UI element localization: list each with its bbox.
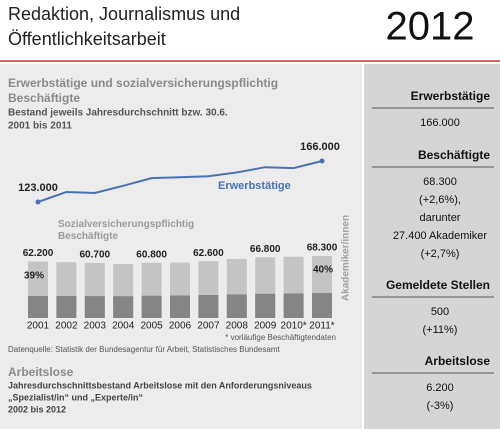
header-title: Redaktion, Journalismus und xyxy=(8,4,240,24)
line-point xyxy=(319,158,325,164)
bar xyxy=(283,293,304,318)
sidebar-heading: Erwerbstätige xyxy=(411,89,491,103)
chart-subtitle: 2001 bis 2011 xyxy=(8,121,72,132)
section-text: 2002 bis 2012 xyxy=(8,404,66,414)
x-tick-label: 2003 xyxy=(84,321,107,332)
x-tick-label: 2010* xyxy=(281,321,307,332)
section-text: „Spezialist/in“ und „Experte/in“ xyxy=(8,392,143,402)
bar xyxy=(170,295,190,318)
legend-label: Erwerbstätige xyxy=(218,180,291,192)
legend-label: Sozialversicherungspflichtig Beschäftigt… xyxy=(58,219,195,242)
value-label: 123.000 xyxy=(18,182,58,194)
sidebar-value: 6.200 xyxy=(426,382,454,394)
line-series xyxy=(37,160,323,203)
x-tick-label: 2004 xyxy=(112,321,135,332)
bar xyxy=(56,296,77,318)
value-label: 68.300 xyxy=(307,243,338,254)
annotation: 39% xyxy=(24,271,44,282)
sidebar-value: 500 xyxy=(431,306,449,318)
bar xyxy=(226,294,247,318)
x-tick-label: 2009 xyxy=(254,321,277,332)
annotation: 40% xyxy=(313,265,333,276)
sidebar-value: 27.400 Akademiker xyxy=(393,230,488,242)
x-tick-label: 2005 xyxy=(140,321,163,332)
section-title: Arbeitslose xyxy=(8,365,74,379)
section-text: Jahresdurchschnittsbestand Arbeitslose m… xyxy=(8,380,312,390)
sidebar-heading: Gemeldete Stellen xyxy=(386,278,490,292)
sidebar-value: 166.000 xyxy=(420,117,460,129)
left-panel xyxy=(0,64,362,429)
x-tick-label: 2011* xyxy=(309,321,335,332)
bar xyxy=(84,296,105,318)
value-label: 66.800 xyxy=(250,244,281,255)
chart-title: Erwerbstätige und sozialversicherungspfl… xyxy=(8,76,278,90)
value-label: 62.600 xyxy=(193,248,224,259)
x-tick-label: 2001 xyxy=(27,321,50,332)
sidebar-value: darunter xyxy=(420,212,461,224)
chart-subtitle: Bestand jeweils Jahresdurchschnitt bzw. … xyxy=(8,108,228,119)
line-point xyxy=(35,199,41,205)
footnote: * vorläufige Beschäftigtendaten xyxy=(225,333,336,342)
legend-label: Sozialversicherungspflichtig Beschäftigt… xyxy=(58,219,195,242)
source: Datenquelle: Statistik der Bundesagentur… xyxy=(8,345,280,354)
sidebar-heading: Arbeitslose xyxy=(425,354,491,368)
sidebar-value: 68.300 xyxy=(423,176,457,188)
value-label: 60.700 xyxy=(80,250,111,261)
x-tick-label: 2006 xyxy=(169,321,192,332)
value-label: 60.800 xyxy=(136,249,167,260)
bar xyxy=(141,295,162,318)
value-label: 166.000 xyxy=(300,141,340,153)
header-title: Öffentlichkeitsarbeit xyxy=(8,29,166,49)
sidebar-heading: Beschäftigte xyxy=(418,148,490,162)
x-tick-label: 2007 xyxy=(197,321,220,332)
sidebar-value: (-3%) xyxy=(427,400,454,412)
x-tick-label: 2008 xyxy=(226,321,249,332)
bar xyxy=(28,295,48,318)
chart-title: Beschäftigte xyxy=(8,91,80,105)
right-panel xyxy=(364,64,500,429)
bar xyxy=(312,293,332,318)
bar xyxy=(255,293,276,318)
header-year: 2012 xyxy=(386,5,475,49)
bar xyxy=(198,295,219,318)
legend-label: Akademiker/innen xyxy=(341,215,352,301)
bar xyxy=(113,296,134,318)
sidebar-value: (+2,6%), xyxy=(419,194,461,206)
sidebar-value: (+11%) xyxy=(423,324,458,336)
value-label: 62.200 xyxy=(23,248,54,259)
x-tick-label: 2002 xyxy=(55,321,78,332)
sidebar-value: (+2,7%) xyxy=(421,248,460,260)
